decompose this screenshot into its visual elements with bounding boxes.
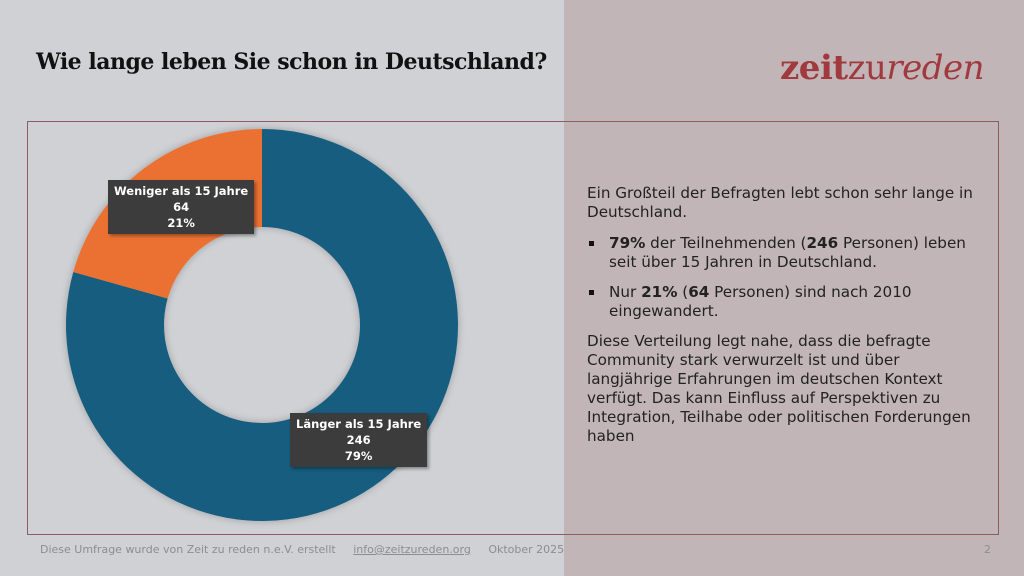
label-value: 64 xyxy=(173,200,190,214)
bullet-square-icon xyxy=(589,241,594,246)
label-percent: 79% xyxy=(344,449,373,463)
label-percent: 21% xyxy=(167,216,195,230)
bold-percent: 21% xyxy=(641,283,678,301)
slide-title: Wie lange leben Sie schon in Deutschland… xyxy=(36,49,547,75)
data-label-laenger: Länger als 15 Jahre 246 79% xyxy=(290,413,428,467)
summary-text: Ein Großteil der Befragten lebt schon se… xyxy=(587,184,987,458)
page-number: 2 xyxy=(984,543,991,556)
bullet-item: 79% der Teilnehmenden (246 Personen) leb… xyxy=(587,234,987,272)
bold-percent: 79% xyxy=(609,234,646,252)
bullet-item: Nur 21% (64 Personen) sind nach 2010 ein… xyxy=(587,283,987,321)
bullet-text: Personen) leben seit über 15 Jahren in D… xyxy=(609,234,966,271)
footer-credit: Diese Umfrage wurde von Zeit zu reden n.… xyxy=(40,543,336,556)
logo-part-reden: reden xyxy=(886,48,985,88)
bullet-text: ( xyxy=(677,283,689,301)
bold-count: 246 xyxy=(806,234,839,252)
label-category: Weniger als 15 Jahre xyxy=(114,184,249,198)
bullet-text: Nur xyxy=(609,283,642,301)
footer: Diese Umfrage wurde von Zeit zu reden n.… xyxy=(40,543,578,556)
bold-count: 64 xyxy=(688,283,710,301)
logo-part-zeit: zeit xyxy=(780,48,848,88)
logo-part-zu: zu xyxy=(847,48,887,88)
bullet-text: der Teilnehmenden ( xyxy=(645,234,807,252)
footer-email-link[interactable]: info@zeitzureden.org xyxy=(353,543,471,556)
bullet-text: Personen) sind nach 2010 eingewandert. xyxy=(609,283,912,320)
right-panel xyxy=(564,0,1024,576)
label-category: Länger als 15 Jahre xyxy=(296,417,422,431)
data-label-weniger: Weniger als 15 Jahre 64 21% xyxy=(108,180,255,234)
intro-paragraph: Ein Großteil der Befragten lebt schon se… xyxy=(587,184,973,221)
footer-date: Oktober 2025 xyxy=(488,543,565,556)
logo: zeitzureden xyxy=(780,48,985,88)
bullet-square-icon xyxy=(589,290,594,295)
conclusion-paragraph: Diese Verteilung legt nahe, dass die bef… xyxy=(587,332,971,445)
label-value: 246 xyxy=(346,433,371,447)
